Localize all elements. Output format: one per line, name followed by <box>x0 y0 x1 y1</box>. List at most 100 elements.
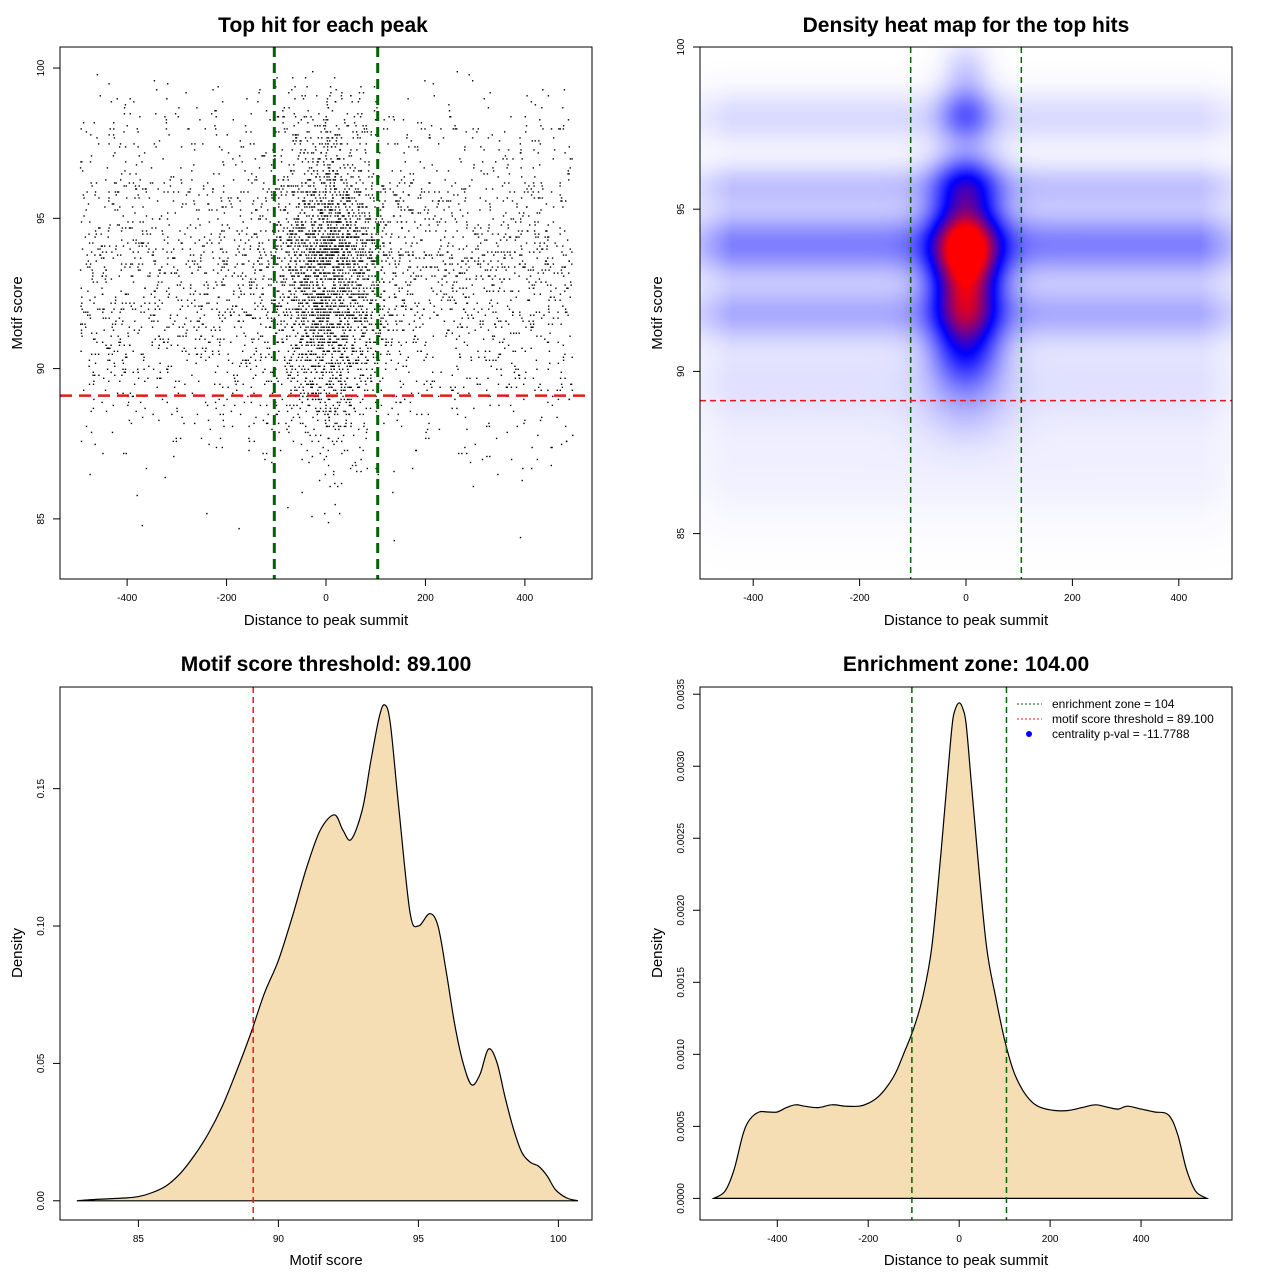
scatter-point <box>93 398 95 401</box>
scatter-point <box>355 464 357 467</box>
scatter-point <box>400 170 402 172</box>
scatter-point <box>466 227 468 229</box>
scatter-point <box>262 248 265 250</box>
scatter-point <box>81 161 83 163</box>
scatter-point <box>542 272 545 274</box>
scatter-point <box>340 176 342 178</box>
scatter-point <box>338 266 340 268</box>
scatter-point <box>294 323 296 325</box>
scatter-point <box>320 326 322 328</box>
scatter-point <box>313 221 316 223</box>
scatter-point <box>128 326 130 328</box>
scatter-point <box>92 272 94 274</box>
scatter-point <box>283 278 285 280</box>
scatter-point <box>299 281 301 283</box>
scatter-point <box>318 203 320 205</box>
scatter-point <box>377 473 379 476</box>
scatter-point <box>461 260 463 262</box>
scatter-point <box>108 380 110 382</box>
scatter-point <box>297 122 300 124</box>
scatter-point <box>319 317 321 319</box>
scatter-point <box>304 221 307 223</box>
scatter-point <box>318 218 320 220</box>
scatter-point <box>400 179 403 181</box>
scatter-point <box>324 239 327 241</box>
scatter-point <box>231 275 233 277</box>
scatter-point <box>403 299 406 301</box>
scatter-point <box>344 338 346 340</box>
scatter-point <box>291 149 293 151</box>
scatter-point <box>361 260 363 262</box>
scatter-point <box>141 416 144 419</box>
scatter-point <box>420 128 423 130</box>
scatter-point <box>346 221 348 223</box>
scatter-point <box>559 293 562 295</box>
scatter-point <box>374 293 376 295</box>
scatter-point <box>271 302 273 304</box>
scatter-point <box>540 281 542 283</box>
scatter-point <box>342 389 345 391</box>
scatter-point <box>423 167 425 169</box>
scatter-point <box>387 323 389 325</box>
scatter-point <box>322 374 324 376</box>
scatter-point <box>325 152 328 154</box>
scatter-point <box>365 188 367 190</box>
scatter-point <box>227 257 229 259</box>
scatter-point <box>428 191 430 193</box>
scatter-point <box>223 230 225 232</box>
scatter-point <box>349 365 351 367</box>
scatter-point <box>326 248 329 250</box>
scatter-point <box>283 107 285 109</box>
scatter-point <box>81 323 83 325</box>
scatter-point <box>353 263 355 265</box>
scatter-point <box>316 371 318 373</box>
scatter-point <box>323 293 325 295</box>
scatter-point <box>348 296 350 298</box>
scatter-point <box>346 233 348 235</box>
scatter-point <box>229 314 232 316</box>
scatter-point <box>307 254 310 256</box>
scatter-point <box>411 242 413 244</box>
scatter-point <box>297 134 299 136</box>
scatter-point <box>306 215 308 217</box>
scatter-point <box>203 245 205 247</box>
scatter-point <box>282 209 285 211</box>
scatter-point <box>522 266 524 268</box>
scatter-point <box>217 86 219 88</box>
scatter-point <box>410 308 412 310</box>
scatter-point <box>201 323 203 325</box>
scatter-point <box>315 308 317 310</box>
scatter-point <box>447 251 449 253</box>
scatter-point <box>311 152 313 154</box>
scatter-point <box>373 197 375 199</box>
scatter-point <box>529 323 532 325</box>
scatter-point <box>190 320 192 322</box>
scatter-point <box>300 119 302 121</box>
scatter-point <box>355 308 357 310</box>
scatter-point <box>305 317 307 319</box>
scatter-point <box>247 359 249 361</box>
scatter-point <box>380 221 382 223</box>
scatter-point <box>202 323 204 325</box>
scatter-point <box>459 272 462 274</box>
scatter-point <box>365 125 367 127</box>
scatter-point <box>211 335 214 337</box>
scatter-point <box>405 281 407 283</box>
scatter-point <box>368 218 370 220</box>
scatter-point <box>428 218 430 220</box>
scatter-point <box>451 257 454 259</box>
scatter-point <box>121 173 123 175</box>
scatter-point <box>320 263 322 265</box>
scatter-point <box>520 149 522 151</box>
scatter-point <box>378 329 381 331</box>
scatter-point <box>326 215 329 217</box>
scatter-point <box>265 452 268 455</box>
scatter-point <box>333 233 335 235</box>
scatter-point <box>349 242 351 244</box>
scatter-point <box>141 245 143 247</box>
scatter-point <box>287 314 289 316</box>
scatter-point <box>227 386 229 388</box>
scatter-point <box>213 287 215 289</box>
scatter-point <box>507 149 510 151</box>
scatter-point <box>267 422 269 425</box>
